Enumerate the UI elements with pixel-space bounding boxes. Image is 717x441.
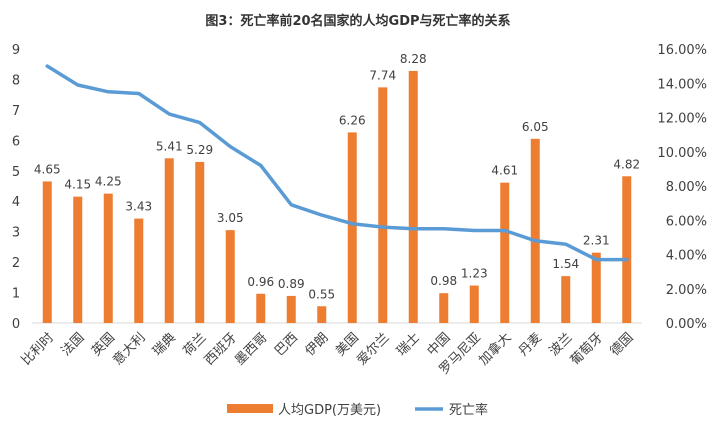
left-tick-label: 2: [12, 256, 20, 271]
bar-data-label: 0.89: [278, 277, 305, 291]
bar: [378, 87, 388, 323]
left-tick-label: 5: [12, 165, 20, 180]
bar-data-label: 5.41: [156, 139, 183, 153]
right-axis: 0.00% 2.00% 4.00% 6.00% 8.00% 10.00% 12.00% 14.…: [657, 43, 707, 332]
bar: [591, 252, 601, 323]
category-label: 瑞士: [394, 330, 423, 359]
left-tick-label: 6: [12, 134, 20, 149]
bar-data-label: 0.98: [430, 274, 457, 288]
category-label: 西班牙: [202, 330, 240, 368]
category-label: 意大利: [110, 330, 149, 369]
category-label: 比利时: [19, 330, 57, 368]
bar-data-labels: 4.654.15 4.253.43 5.41 5.29 3.05 0.96 0.890.55…: [34, 52, 640, 301]
chart-title: 图3：死亡率前20名国家的人均GDP与死亡率的关系: [205, 13, 510, 29]
bar-data-label: 0.96: [247, 275, 274, 289]
left-tick-label: 0: [12, 317, 20, 332]
right-tick-label: 14.00%: [657, 77, 707, 92]
left-tick-label: 4: [12, 195, 20, 210]
bar: [530, 138, 540, 323]
left-tick-label: 7: [12, 104, 20, 119]
left-tick-label: 9: [12, 43, 20, 58]
right-tick-label: 0.00%: [666, 317, 707, 332]
right-tick-label: 2.00%: [666, 283, 707, 298]
category-label: 巴西: [272, 330, 301, 359]
bar: [195, 161, 205, 323]
bar-data-label: 4.61: [491, 164, 518, 178]
right-tick-label: 10.00%: [657, 146, 707, 161]
left-tick-label: 8: [12, 73, 20, 88]
bar: [439, 293, 449, 323]
bar-data-label: 4.65: [34, 162, 61, 176]
line-series: [45, 64, 629, 262]
right-tick-label: 12.00%: [657, 112, 707, 127]
legend-label-line: 死亡率: [449, 402, 488, 418]
bar: [225, 230, 235, 323]
bar: [317, 306, 327, 323]
category-label: 葡萄牙: [568, 330, 606, 368]
bar: [42, 181, 52, 323]
category-label: 墨西哥: [232, 330, 270, 368]
bar: [256, 293, 266, 323]
bar-data-label: 5.29: [186, 143, 213, 157]
left-tick-label: 1: [12, 287, 20, 302]
bar-data-label: 1.54: [552, 257, 579, 271]
category-label: 爱尔兰: [354, 330, 392, 368]
left-tick-label: 3: [12, 226, 20, 241]
right-tick-label: 8.00%: [666, 180, 707, 195]
bar-data-label: 4.25: [95, 175, 122, 189]
bar: [408, 70, 418, 323]
bar: [73, 196, 83, 323]
bar: [622, 176, 632, 323]
death-rate-line: [45, 64, 629, 262]
bar-data-label: 4.15: [64, 178, 91, 192]
bar-data-label: 6.26: [339, 113, 366, 127]
bar-data-label: 8.28: [400, 52, 427, 66]
bar-data-label: 3.43: [125, 200, 152, 214]
bar: [469, 285, 479, 323]
bar-data-label: 3.05: [217, 211, 244, 225]
category-label: 伊朗: [303, 330, 332, 359]
right-tick-label: 16.00%: [657, 43, 707, 58]
bar-data-label: 4.82: [613, 157, 640, 171]
right-tick-label: 4.00%: [666, 249, 707, 264]
category-label: 法国: [59, 330, 88, 359]
bar-data-label: 7.74: [369, 68, 396, 82]
bar-data-label: 6.05: [522, 120, 549, 134]
bar-data-label: 2.31: [583, 234, 610, 248]
bar: [561, 276, 571, 323]
category-label: 瑞典: [150, 330, 179, 359]
bar: [286, 295, 296, 323]
bar: [103, 193, 113, 323]
bar: [347, 132, 357, 323]
bar: [164, 158, 174, 323]
bar: [134, 218, 144, 323]
legend-swatch-bar: [227, 404, 273, 413]
bar: [500, 182, 510, 323]
bar-series: [42, 70, 632, 323]
bar-data-label: 1.23: [461, 267, 488, 281]
legend-label-bar: 人均GDP(万美元): [278, 403, 381, 418]
right-tick-label: 6.00%: [666, 214, 707, 229]
left-axis: 0 1 2 3 4 5 6 7 8 9: [12, 43, 20, 332]
category-label: 丹麦: [516, 330, 545, 359]
bar-data-label: 0.55: [308, 287, 335, 301]
category-label: 德国: [608, 330, 637, 359]
legend: 人均GDP(万美元) 死亡率: [227, 402, 488, 418]
category-label: 加拿大: [476, 330, 515, 369]
